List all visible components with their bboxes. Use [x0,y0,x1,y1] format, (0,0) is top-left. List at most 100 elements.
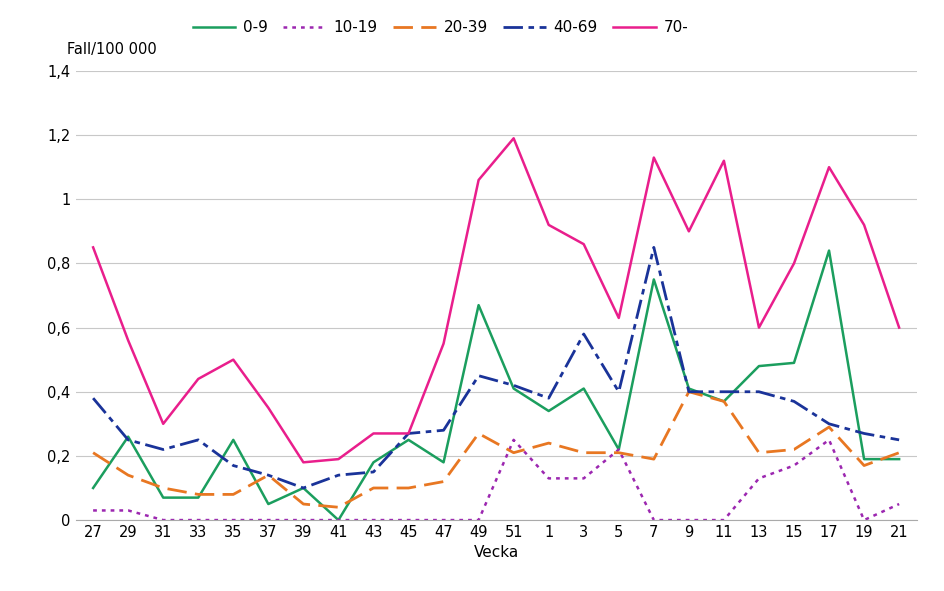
40-69 [88,395,99,402]
20-39 [822,424,834,431]
40-69 [262,472,274,479]
70- [787,260,799,267]
20-39 [437,478,448,485]
10-19 [437,517,448,524]
40-69 [822,420,834,427]
20-39 [717,398,729,405]
70- [193,375,204,382]
20-39 [683,388,694,395]
40-69 [892,436,903,443]
20-39 [158,485,169,492]
70- [123,337,134,344]
70- [228,356,239,363]
70- [367,430,379,437]
0-9 [613,446,624,453]
20-39 [892,449,903,456]
0-9 [857,456,868,463]
20-39 [578,449,589,456]
20-39 [402,485,413,492]
40-69 [752,388,764,395]
10-19 [193,517,204,524]
40-69 [683,388,694,395]
10-19 [787,462,799,469]
40-69 [472,372,483,379]
70- [297,459,309,466]
10-19 [648,517,659,524]
70- [578,241,589,248]
0-9 [892,456,903,463]
Line: 0-9: 0-9 [93,251,898,520]
0-9 [297,485,309,492]
10-19 [892,501,903,508]
20-39 [543,440,554,447]
10-19 [88,507,99,514]
70- [262,404,274,411]
0-9 [332,517,344,524]
40-69 [787,398,799,405]
70- [543,222,554,229]
70- [822,164,834,171]
20-39 [752,449,764,456]
20-39 [297,501,309,508]
40-69 [613,388,624,395]
70- [508,135,519,142]
10-19 [613,446,624,453]
0-9 [648,276,659,283]
20-39 [88,449,99,456]
70- [648,154,659,161]
0-9 [683,385,694,392]
0-9 [787,359,799,366]
10-19 [367,517,379,524]
0-9 [752,362,764,369]
70- [892,324,903,331]
0-9 [717,398,729,405]
10-19 [472,517,483,524]
0-9 [437,459,448,466]
10-19 [262,517,274,524]
0-9 [578,385,589,392]
0-9 [228,436,239,443]
40-69 [367,469,379,476]
20-39 [613,449,624,456]
40-69 [857,430,868,437]
10-19 [543,475,554,482]
70- [752,324,764,331]
Text: Fall/100 000: Fall/100 000 [67,43,157,57]
70- [332,456,344,463]
0-9 [472,301,483,309]
20-39 [472,430,483,437]
40-69 [648,244,659,251]
20-39 [228,491,239,498]
40-69 [228,462,239,469]
40-69 [123,436,134,443]
20-39 [857,462,868,469]
10-19 [822,436,834,443]
10-19 [508,436,519,443]
10-19 [228,517,239,524]
0-9 [367,459,379,466]
10-19 [683,517,694,524]
40-69 [297,485,309,492]
40-69 [578,330,589,337]
0-9 [508,385,519,392]
20-39 [648,456,659,463]
Line: 20-39: 20-39 [93,392,898,507]
Line: 10-19: 10-19 [93,440,898,520]
70- [857,222,868,229]
40-69 [437,427,448,434]
10-19 [158,517,169,524]
0-9 [262,501,274,508]
70- [472,177,483,184]
0-9 [158,494,169,501]
0-9 [193,494,204,501]
40-69 [193,436,204,443]
0-9 [123,433,134,440]
Legend: 0-9, 10-19, 20-39, 40-69, 70-: 0-9, 10-19, 20-39, 40-69, 70- [193,20,687,35]
Line: 70-: 70- [93,138,898,462]
10-19 [402,517,413,524]
70- [683,228,694,235]
20-39 [787,446,799,453]
20-39 [193,491,204,498]
10-19 [857,517,868,524]
40-69 [717,388,729,395]
